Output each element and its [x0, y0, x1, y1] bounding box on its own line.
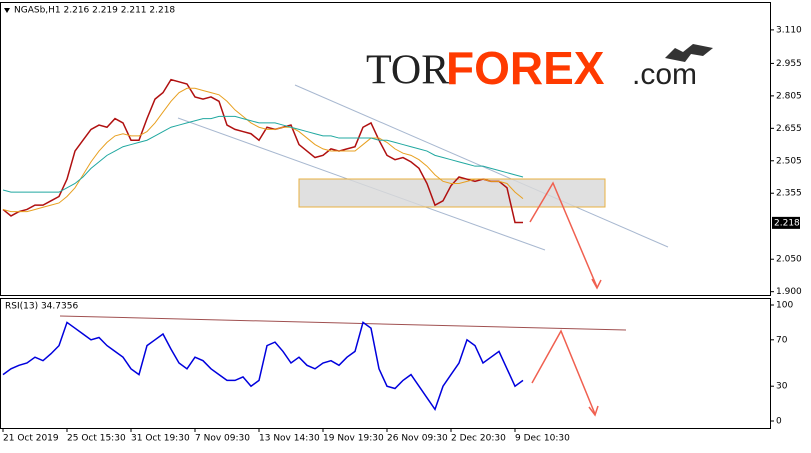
x-tick-label: 13 Nov 14:30 — [259, 434, 320, 444]
y-tick-label: 2.050 — [776, 255, 802, 265]
y-tick-label: 1.900 — [776, 287, 802, 297]
x-tick-label: 9 Dec 10:30 — [515, 434, 570, 444]
series-line — [2, 87, 524, 213]
series-line — [2, 115, 524, 193]
menu-icon — [4, 8, 10, 13]
rsi-title: RSI(13) 34.7356 — [5, 302, 78, 312]
y-tick-label: 2.355 — [776, 189, 802, 199]
x-tick-label: 25 Oct 15:30 — [67, 434, 126, 444]
x-tick-label: 7 Nov 09:30 — [195, 434, 250, 444]
y-tick-label: 30 — [776, 382, 788, 392]
x-tick-label: 2 Dec 20:30 — [451, 434, 506, 444]
last-price-label: 2.218 — [774, 218, 800, 228]
x-tick-label: 19 Nov 19:30 — [323, 434, 384, 444]
y-tick-label: 70 — [776, 335, 788, 345]
y-tick-label: 3.110 — [776, 25, 802, 35]
logo-part: TOR — [366, 48, 449, 94]
x-tick-label: 31 Oct 19:30 — [131, 434, 190, 444]
y-tick-label: 2.955 — [776, 59, 802, 69]
y-tick-label: 0 — [776, 417, 782, 427]
series-line — [2, 78, 523, 224]
y-tick-label: 2.655 — [776, 124, 802, 134]
logo-part: FOREX — [446, 42, 605, 94]
y-tick-label: 100 — [776, 301, 793, 311]
x-tick-label: 26 Nov 09:30 — [387, 434, 448, 444]
forecast-arrows — [529, 181, 602, 417]
price-panel — [0, 2, 771, 296]
rsi-panel — [0, 298, 771, 429]
y-tick-label: 2.505 — [776, 156, 802, 166]
last-price-box — [772, 216, 800, 229]
logo-part: .com — [632, 58, 697, 91]
x-tick-label: 21 Oct 2019 — [3, 434, 59, 444]
y-tick-label: 2.805 — [776, 91, 802, 101]
price-title: NGASb,H1 2.216 2.219 2.211 2.218 — [14, 6, 175, 16]
logo-bull — [665, 44, 713, 62]
series-line — [2, 321, 524, 412]
rsi-trendline — [59, 315, 627, 331]
